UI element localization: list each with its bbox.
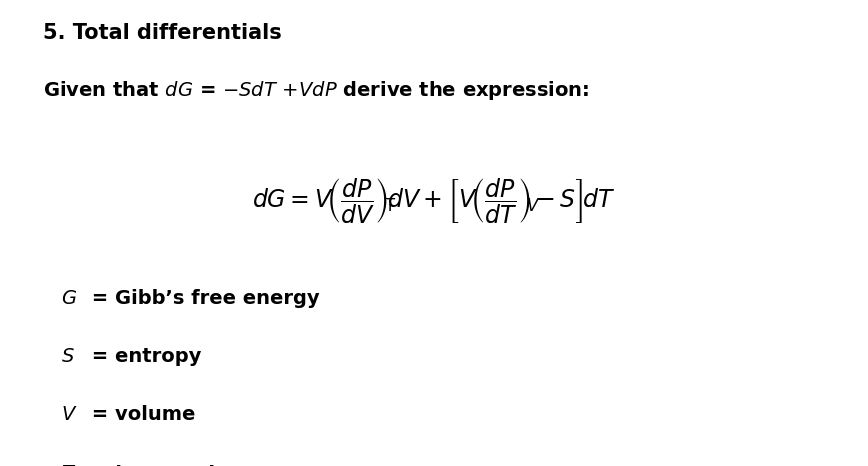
Text: $S$: $S$ [61,347,75,366]
Text: $dG = V\!\left(\dfrac{dP}{dV}\right)_{\!\!\mathrm{T}}\!\! dV + \left[V\!\left(\d: $dG = V\!\left(\dfrac{dP}{dV}\right)_{\!… [253,177,615,226]
Text: = temperature: = temperature [85,464,254,466]
Text: 5. Total differentials: 5. Total differentials [43,23,282,43]
Text: $T$: $T$ [61,464,76,466]
Text: Given that $dG$ = $-SdT$ $+VdP$ derive the expression:: Given that $dG$ = $-SdT$ $+VdP$ derive t… [43,79,590,102]
Text: = entropy: = entropy [85,347,201,366]
Text: $G$: $G$ [61,289,77,308]
Text: $V$: $V$ [61,405,77,425]
Text: = Gibb’s free energy: = Gibb’s free energy [85,289,319,308]
Text: = volume: = volume [85,405,195,425]
